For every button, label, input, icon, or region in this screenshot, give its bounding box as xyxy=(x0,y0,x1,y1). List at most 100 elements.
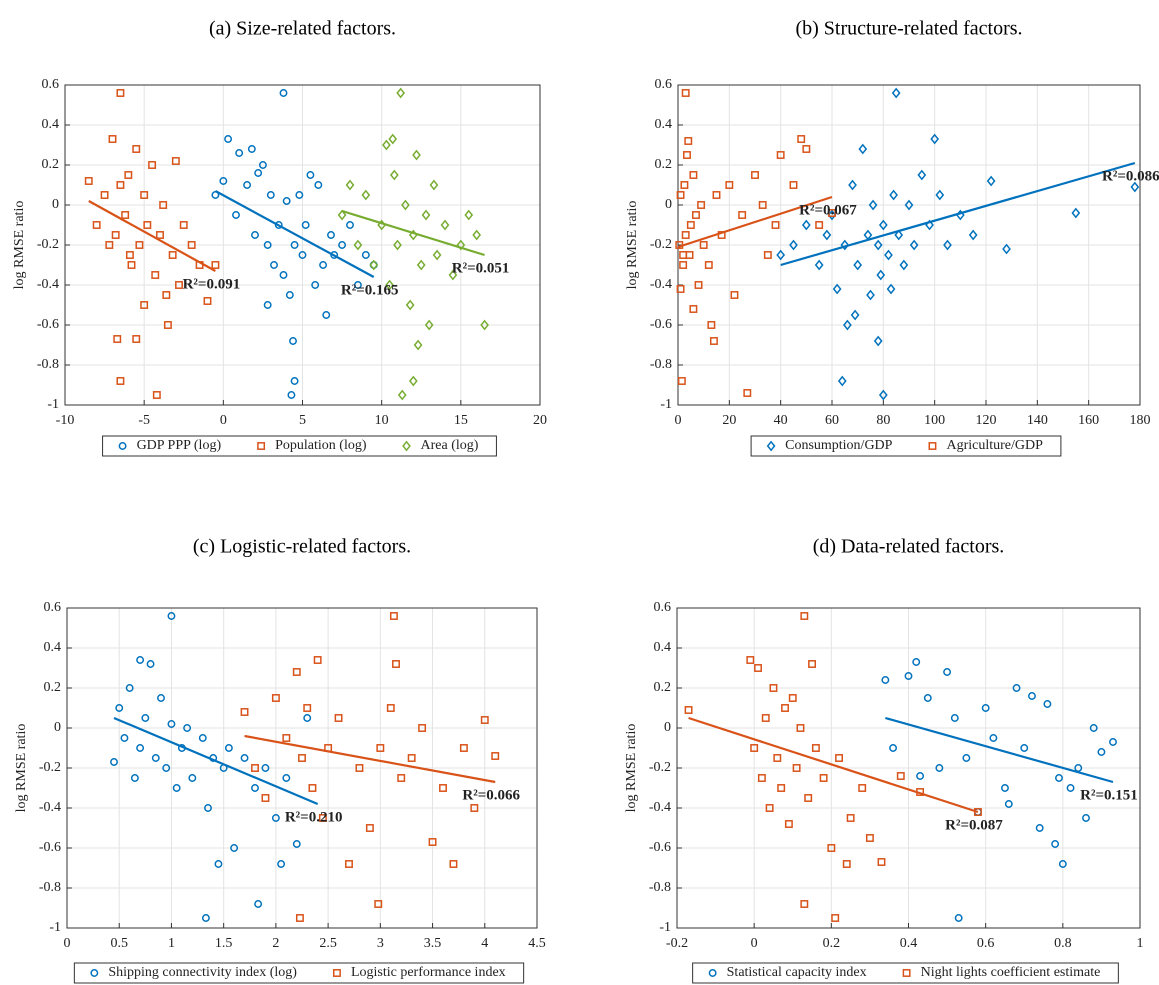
point xyxy=(684,706,693,714)
point xyxy=(125,251,134,259)
x-tick-label: -10 xyxy=(56,413,75,428)
y-tick-label: -1 xyxy=(49,920,61,935)
y-tick-label: -0.6 xyxy=(37,317,59,332)
legend-label: Statistical capacity index xyxy=(727,965,867,980)
fit-line xyxy=(780,161,1136,267)
point xyxy=(681,231,690,239)
point xyxy=(282,734,291,742)
point xyxy=(1035,824,1044,832)
point xyxy=(1097,748,1106,756)
x-tick-label: 5 xyxy=(299,413,306,428)
point xyxy=(873,239,883,251)
x-tick-label: 100 xyxy=(924,413,945,428)
point xyxy=(308,784,317,792)
legend-marker xyxy=(402,440,411,452)
point xyxy=(459,744,468,752)
legend-box xyxy=(692,962,1119,984)
point xyxy=(789,181,798,189)
r2-annotation: R²=0.066 xyxy=(462,787,520,803)
x-tick-label: 4 xyxy=(481,936,488,951)
y-tick-label: -0.4 xyxy=(37,277,59,292)
point xyxy=(773,754,782,762)
x-tick-label: 4.5 xyxy=(528,936,546,951)
legend-label: Consumption/GDP xyxy=(785,438,893,453)
point xyxy=(408,375,418,387)
point xyxy=(152,391,161,399)
fit-line xyxy=(677,195,833,249)
point xyxy=(183,724,192,732)
legend: Shipping connectivity index (log) Logisti… xyxy=(73,962,525,984)
y-tick-label: -0.2 xyxy=(649,760,671,775)
point xyxy=(1089,724,1098,732)
point xyxy=(130,774,139,782)
point xyxy=(251,764,259,772)
point xyxy=(743,389,752,397)
point xyxy=(804,794,813,802)
point xyxy=(116,89,125,97)
point xyxy=(311,281,320,289)
point xyxy=(418,724,427,732)
point xyxy=(868,199,878,211)
point xyxy=(386,704,395,712)
legend-marker xyxy=(928,442,937,450)
y-tick-label: -0.6 xyxy=(650,317,672,332)
chart-title: (a) Size-related factors. xyxy=(209,18,396,40)
legend: GDP PPP (log) Population (log) Area (log) xyxy=(102,435,497,457)
point xyxy=(763,251,772,259)
point xyxy=(277,860,286,868)
point xyxy=(337,209,347,221)
x-tick-label: 0.8 xyxy=(1054,936,1072,951)
legend-marker xyxy=(902,969,911,977)
x-tick-label: 0 xyxy=(751,936,758,951)
point xyxy=(480,716,489,724)
x-tick-label: 120 xyxy=(976,413,997,428)
point xyxy=(730,291,739,299)
point xyxy=(353,281,362,289)
point xyxy=(111,231,120,239)
point xyxy=(968,229,978,241)
point xyxy=(116,181,125,189)
point xyxy=(151,271,160,279)
point xyxy=(432,249,442,261)
point xyxy=(187,241,196,249)
point xyxy=(712,191,721,199)
point xyxy=(401,199,410,211)
point xyxy=(801,219,811,231)
point xyxy=(251,784,259,792)
x-tick-label: 2.5 xyxy=(319,936,337,951)
y-tick-label: 0.6 xyxy=(42,77,60,92)
point xyxy=(822,229,832,241)
point xyxy=(886,283,896,295)
y-tick-label: 0.6 xyxy=(44,600,62,615)
y-tick-label: 0 xyxy=(52,197,59,212)
point xyxy=(287,391,296,399)
plot-frame xyxy=(676,607,1141,929)
point xyxy=(878,389,888,401)
point xyxy=(116,377,125,385)
point xyxy=(1130,181,1140,193)
point xyxy=(270,261,278,269)
point xyxy=(904,672,913,680)
point xyxy=(127,261,136,269)
point xyxy=(258,161,267,169)
point xyxy=(365,824,374,832)
y-tick-label: 0.4 xyxy=(654,640,672,655)
point xyxy=(909,239,919,251)
legend-marker xyxy=(90,969,99,977)
point xyxy=(172,784,181,792)
legend-label: Population (log) xyxy=(275,438,367,453)
point xyxy=(788,694,797,702)
point xyxy=(424,319,434,331)
point xyxy=(135,241,144,249)
point xyxy=(290,241,299,249)
point xyxy=(385,279,394,291)
x-tick-label: 160 xyxy=(1078,413,1099,428)
point xyxy=(800,612,809,620)
y-tick-label: -0.8 xyxy=(39,880,61,895)
point xyxy=(831,914,840,922)
point xyxy=(827,844,836,852)
point xyxy=(392,660,400,668)
point xyxy=(421,209,431,221)
x-tick-label: 1 xyxy=(168,936,175,951)
